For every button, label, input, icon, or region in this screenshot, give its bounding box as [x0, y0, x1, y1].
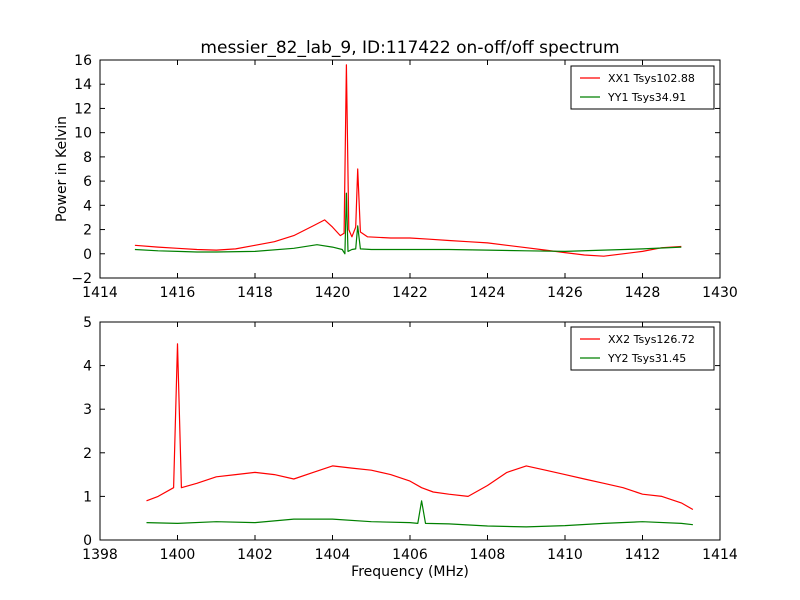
top-legend-label: YY1 Tsys34.91: [607, 91, 686, 104]
bottom-x-tick-label: 1412: [625, 547, 661, 563]
bottom-y-tick-label: 1: [83, 489, 92, 505]
bottom-x-tick-label: 1414: [702, 547, 738, 563]
bottom-legend: XX2 Tsys126.72 YY2 Tsys31.45: [570, 326, 715, 371]
top-y-tick-label: 8: [83, 150, 92, 166]
bottom-x-tick-label: 1398: [82, 547, 118, 563]
top-y-tick-label: 0: [83, 247, 92, 263]
top-series-line-1: [134, 64, 682, 257]
top-x-tick-label: 1420: [315, 285, 351, 301]
bottom-series-layer: [146, 343, 694, 528]
bottom-y-tick-label: 3: [83, 402, 92, 418]
top-series-layer: [134, 64, 682, 257]
bottom-x-tick-label: 1410: [547, 547, 583, 563]
bottom-legend-label: XX2 Tsys126.72: [608, 333, 695, 346]
top-legend-label: XX1 Tsys102.88: [608, 72, 695, 85]
bottom-y-tick-label: 2: [83, 446, 92, 462]
top-x-tick-label: 1428: [625, 285, 661, 301]
top-y-axis-label: Power in Kelvin: [54, 116, 70, 222]
top-x-tick-label: 1426: [547, 285, 583, 301]
bottom-y-tick-label: 0: [83, 533, 92, 549]
top-y-tick-label: −2: [71, 271, 92, 287]
bottom-x-tick-label: 1404: [315, 547, 351, 563]
top-y-tick-label: 16: [74, 53, 92, 69]
bottom-x-axis-label: Frequency (MHz): [351, 564, 469, 580]
bottom-x-tick-label: 1400: [160, 547, 196, 563]
bottom-legend-label: YY2 Tsys31.45: [607, 352, 686, 365]
top-tick-layer: 1414 1416 1418 1420 1422 1424 1426 1428 1430−202…: [71, 53, 737, 301]
top-series-line-2: [134, 192, 682, 255]
top-x-tick-label: 1416: [160, 285, 196, 301]
top-y-tick-label: 2: [83, 223, 92, 239]
figure-title: messier_82_lab_9, ID:117422 on-off/off s…: [200, 38, 619, 58]
top-x-tick-label: 1424: [470, 285, 506, 301]
top-y-tick-label: 14: [74, 77, 92, 93]
top-legend: XX1 Tsys102.88 YY1 Tsys34.91: [570, 65, 715, 110]
top-panel: 1414 1416 1418 1420 1422 1424 1426 1428 1430−202…: [54, 53, 738, 301]
top-y-tick-label: 4: [83, 198, 92, 214]
bottom-series-line-1: [146, 343, 694, 511]
bottom-y-tick-label: 5: [83, 315, 92, 331]
bottom-legend-box: [570, 326, 715, 371]
top-y-tick-label: 6: [83, 174, 92, 190]
bottom-x-tick-label: 1402: [237, 547, 273, 563]
bottom-y-tick-label: 4: [83, 359, 92, 375]
top-legend-box: [570, 65, 715, 110]
top-x-tick-label: 1418: [237, 285, 273, 301]
bottom-panel: 1398 1400 1402 1404 1406 1408 1410 1412 1414 0 1 2 3…: [82, 315, 738, 580]
bottom-x-tick-label: 1406: [392, 547, 428, 563]
top-y-tick-label: 10: [74, 126, 92, 142]
top-x-tick-label: 1430: [702, 285, 738, 301]
top-x-tick-label: 1414: [82, 285, 118, 301]
top-x-tick-label: 1422: [392, 285, 428, 301]
bottom-series-line-2: [146, 500, 693, 528]
bottom-x-tick-label: 1408: [470, 547, 506, 563]
top-y-tick-label: 12: [74, 101, 92, 117]
bottom-tick-layer: 1398 1400 1402 1404 1406 1408 1410 1412 1414 0 1 2 3…: [82, 315, 738, 563]
